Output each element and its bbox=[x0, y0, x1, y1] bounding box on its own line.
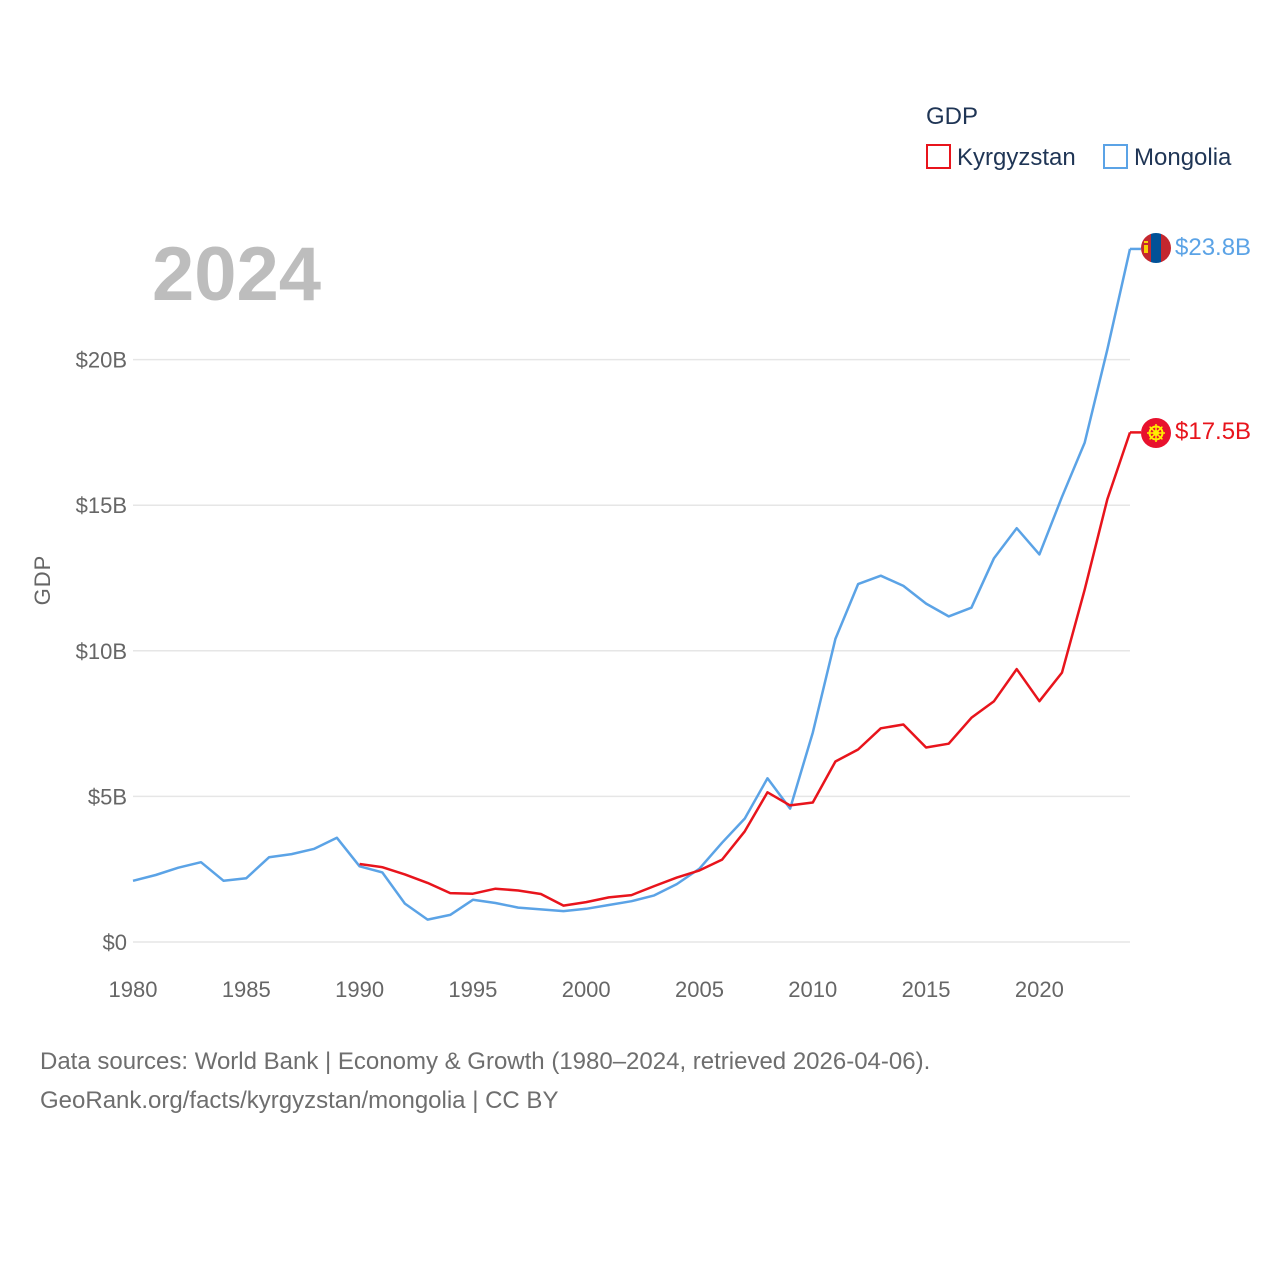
x-tick-label: 2000 bbox=[562, 977, 611, 1002]
legend-swatch-kyrgyzstan bbox=[926, 144, 951, 169]
x-tick-label: 1980 bbox=[109, 977, 158, 1002]
source-line-2[interactable]: GeoRank.org/facts/kyrgyzstan/mongolia | … bbox=[40, 1087, 559, 1114]
legend-label-kyrgyzstan: Kyrgyzstan bbox=[957, 144, 1076, 171]
y-tick-label: $5B bbox=[88, 784, 127, 809]
y-tick-label: $15B bbox=[76, 493, 127, 518]
legend-swatch-mongolia bbox=[1103, 144, 1128, 169]
gdp-line-chart: $0 $5B $10B $15B $20B 1980 1985 1990 1995 2000 20… bbox=[30, 103, 1251, 1002]
end-label-mongolia: $23.8B bbox=[1175, 234, 1251, 261]
legend-title: GDP bbox=[926, 103, 978, 130]
grid-lines bbox=[133, 358, 1130, 943]
series-line-kyrgyzstan[interactable] bbox=[359, 431, 1132, 907]
series-lines bbox=[132, 247, 1141, 921]
x-tick-label: 2020 bbox=[1015, 977, 1064, 1002]
x-tick-label: 2005 bbox=[675, 977, 724, 1002]
y-axis-title: GDP bbox=[30, 555, 55, 606]
x-axis-ticks: 1980 1985 1990 1995 2000 2005 2010 2015 2020 bbox=[109, 977, 1064, 1002]
source-line-1: Data sources: World Bank | Economy & Gro… bbox=[40, 1048, 931, 1075]
y-axis-ticks: $0 $5B $10B $15B $20B bbox=[76, 348, 127, 955]
legend-item-mongolia[interactable]: Mongolia bbox=[1103, 144, 1232, 171]
kyrgyzstan-flag-icon bbox=[1141, 418, 1171, 448]
x-tick-label: 2015 bbox=[902, 977, 951, 1002]
source-note: Data sources: World Bank | Economy & Gro… bbox=[40, 1042, 930, 1120]
legend-label-mongolia: Mongolia bbox=[1134, 144, 1232, 171]
legend: GDP Kyrgyzstan Mongolia bbox=[926, 103, 1232, 171]
x-tick-label: 1985 bbox=[222, 977, 271, 1002]
y-tick-label: $10B bbox=[76, 639, 127, 664]
x-tick-label: 1990 bbox=[335, 977, 384, 1002]
end-label-kyrgyzstan: $17.5B bbox=[1175, 418, 1251, 445]
legend-item-kyrgyzstan[interactable]: Kyrgyzstan bbox=[926, 144, 1076, 171]
mongolia-flag-icon bbox=[1141, 233, 1171, 263]
y-tick-label: $0 bbox=[103, 930, 127, 955]
y-tick-label: $20B bbox=[76, 348, 127, 373]
series-line-mongolia[interactable] bbox=[132, 248, 1132, 921]
x-tick-label: 1995 bbox=[448, 977, 497, 1002]
year-label: 2024 bbox=[152, 232, 321, 317]
x-tick-label: 2010 bbox=[788, 977, 837, 1002]
